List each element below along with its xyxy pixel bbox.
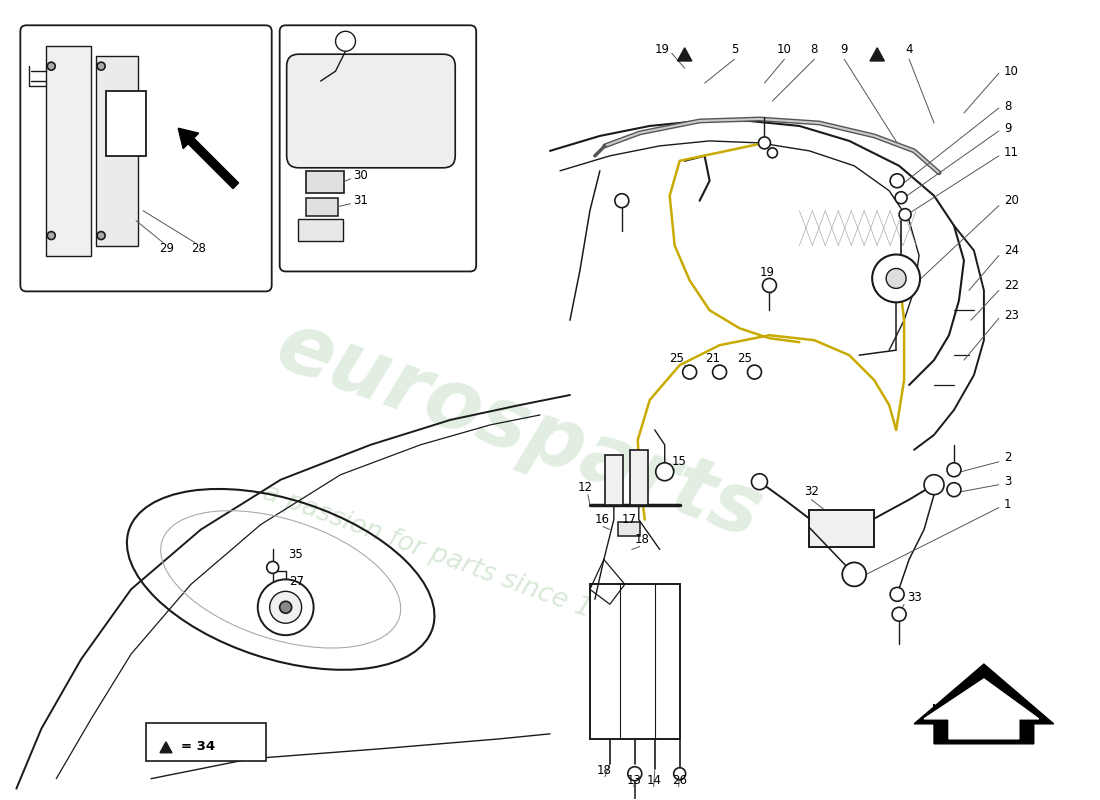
Polygon shape	[870, 48, 884, 61]
Bar	[618, 522, 640, 535]
Text: 9: 9	[840, 42, 848, 56]
Text: 2: 2	[1004, 451, 1011, 464]
Text: 13: 13	[627, 774, 641, 787]
Circle shape	[656, 462, 673, 481]
Circle shape	[279, 602, 292, 614]
FancyArrow shape	[178, 128, 239, 189]
Bar	[630, 450, 648, 505]
Text: 12: 12	[578, 481, 593, 494]
Text: 17: 17	[621, 513, 637, 526]
Text: 32: 32	[804, 485, 820, 498]
Circle shape	[895, 192, 908, 204]
Text: 18: 18	[635, 533, 650, 546]
Bar	[605, 455, 623, 505]
Text: eurosparts: eurosparts	[266, 305, 773, 555]
Text: 5: 5	[730, 42, 738, 56]
Text: 27: 27	[288, 575, 304, 588]
Text: 25: 25	[669, 352, 684, 365]
Circle shape	[673, 768, 685, 780]
Text: 31: 31	[353, 194, 369, 207]
Bar	[46, 46, 91, 255]
Circle shape	[759, 137, 770, 149]
Circle shape	[748, 365, 761, 379]
Text: 18: 18	[597, 764, 612, 778]
Bar	[306, 198, 338, 216]
Text: 23: 23	[1004, 309, 1019, 322]
Text: 30: 30	[353, 170, 369, 182]
Circle shape	[887, 269, 906, 288]
Text: 28: 28	[191, 242, 206, 255]
Polygon shape	[924, 679, 1038, 739]
Text: 11: 11	[1004, 146, 1019, 159]
Circle shape	[336, 31, 355, 51]
Text: 22: 22	[1004, 279, 1019, 292]
Circle shape	[257, 579, 314, 635]
Circle shape	[266, 562, 278, 574]
Circle shape	[615, 194, 629, 208]
Bar	[146, 723, 266, 761]
Circle shape	[713, 365, 727, 379]
Bar	[306, 170, 343, 193]
Circle shape	[924, 474, 944, 494]
Circle shape	[47, 231, 55, 239]
FancyBboxPatch shape	[279, 26, 476, 271]
Circle shape	[628, 766, 641, 781]
Circle shape	[843, 562, 866, 586]
Text: 24: 24	[1004, 244, 1019, 257]
Text: 8: 8	[1004, 99, 1011, 113]
Polygon shape	[914, 664, 1054, 744]
Text: 16: 16	[595, 513, 609, 526]
FancyBboxPatch shape	[20, 26, 272, 291]
Text: 25: 25	[737, 352, 752, 365]
Circle shape	[890, 587, 904, 602]
Circle shape	[947, 482, 961, 497]
Text: 10: 10	[777, 42, 792, 56]
Circle shape	[270, 591, 301, 623]
Text: 29: 29	[160, 242, 174, 255]
Bar	[298, 218, 342, 241]
Text: 20: 20	[1004, 194, 1019, 207]
Text: 33: 33	[908, 591, 922, 604]
Text: 19: 19	[654, 42, 670, 56]
Text: 3: 3	[1004, 475, 1011, 488]
Text: 8: 8	[811, 42, 818, 56]
Bar	[810, 510, 875, 547]
Text: 1: 1	[1004, 498, 1011, 511]
Circle shape	[683, 365, 696, 379]
Text: 14: 14	[647, 774, 662, 787]
Circle shape	[97, 62, 106, 70]
Circle shape	[762, 278, 777, 292]
Circle shape	[751, 474, 768, 490]
Bar	[106, 91, 146, 156]
Text: = 34: = 34	[180, 740, 216, 754]
Circle shape	[899, 209, 911, 221]
Text: 26: 26	[672, 774, 686, 787]
Polygon shape	[678, 48, 692, 61]
Circle shape	[97, 231, 106, 239]
Circle shape	[768, 148, 778, 158]
Bar	[590, 584, 680, 739]
Text: 10: 10	[1004, 65, 1019, 78]
FancyBboxPatch shape	[287, 54, 455, 168]
Text: 4: 4	[905, 42, 913, 56]
Circle shape	[47, 62, 55, 70]
Text: 19: 19	[759, 266, 774, 279]
Text: 21: 21	[705, 352, 720, 365]
Circle shape	[890, 174, 904, 188]
Circle shape	[892, 607, 906, 622]
Circle shape	[872, 254, 920, 302]
Text: 15: 15	[672, 455, 686, 468]
Text: a passion for parts since 1995: a passion for parts since 1995	[258, 479, 642, 640]
Polygon shape	[160, 742, 172, 753]
Bar	[96, 56, 138, 246]
Text: 9: 9	[1004, 122, 1011, 135]
Circle shape	[947, 462, 961, 477]
Text: 35: 35	[288, 548, 304, 561]
